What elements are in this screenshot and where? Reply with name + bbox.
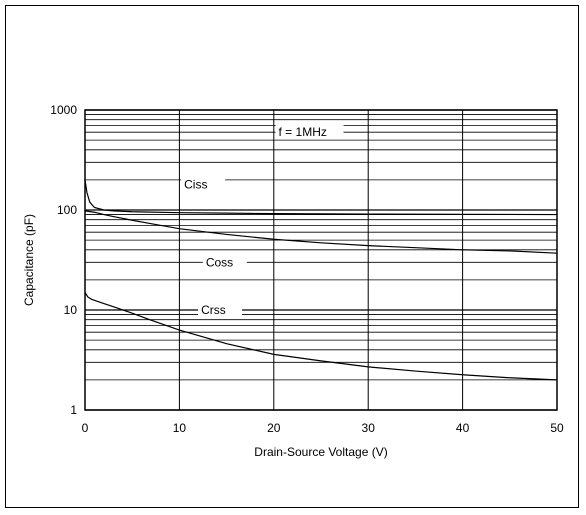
- annotation-bg: [275, 123, 344, 140]
- frequency-annotation: f = 1MHz: [279, 125, 327, 139]
- y-tick-label: 10: [64, 303, 78, 317]
- chart-frame: 0 10 20 30 40 50 1 10 100 1000 Drain-Source Voltag…: [5, 5, 579, 508]
- x-tick-label: 10: [173, 421, 187, 435]
- series-label-bg: [202, 253, 247, 270]
- labels: 0 10 20 30 40 50 1 10 100 1000 Drain-Source Voltag…: [22, 103, 564, 459]
- x-tick-label: 50: [550, 421, 564, 435]
- series-label-bg: [198, 301, 243, 317]
- y-tick-label: 1: [70, 403, 77, 417]
- series-label-ciss: Ciss: [184, 177, 207, 191]
- x-tick-label: 0: [82, 421, 89, 435]
- axes: [84, 109, 558, 411]
- series-line-coss: [84, 210, 558, 254]
- curves: [84, 179, 558, 381]
- y-tick-label: 100: [57, 203, 77, 217]
- plot-border: [84, 109, 558, 411]
- series-line-ciss: [84, 179, 558, 216]
- x-tick-label: 40: [456, 421, 470, 435]
- x-tick-label: 20: [267, 421, 281, 435]
- y-axis-label: Capacitance (pF): [22, 214, 36, 306]
- capacitance-chart: 0 10 20 30 40 50 1 10 100 1000 Drain-Source Voltag…: [22, 103, 564, 459]
- x-axis-label: Drain-Source Voltage (V): [254, 445, 387, 459]
- series-label-coss: Coss: [206, 255, 233, 269]
- series-label-crss: Crss: [201, 303, 226, 317]
- x-tick-label: 30: [362, 421, 376, 435]
- series-label-bg: [181, 175, 226, 192]
- y-tick-label: 1000: [50, 103, 77, 117]
- grid: [84, 109, 558, 411]
- series-line-crss: [84, 292, 558, 381]
